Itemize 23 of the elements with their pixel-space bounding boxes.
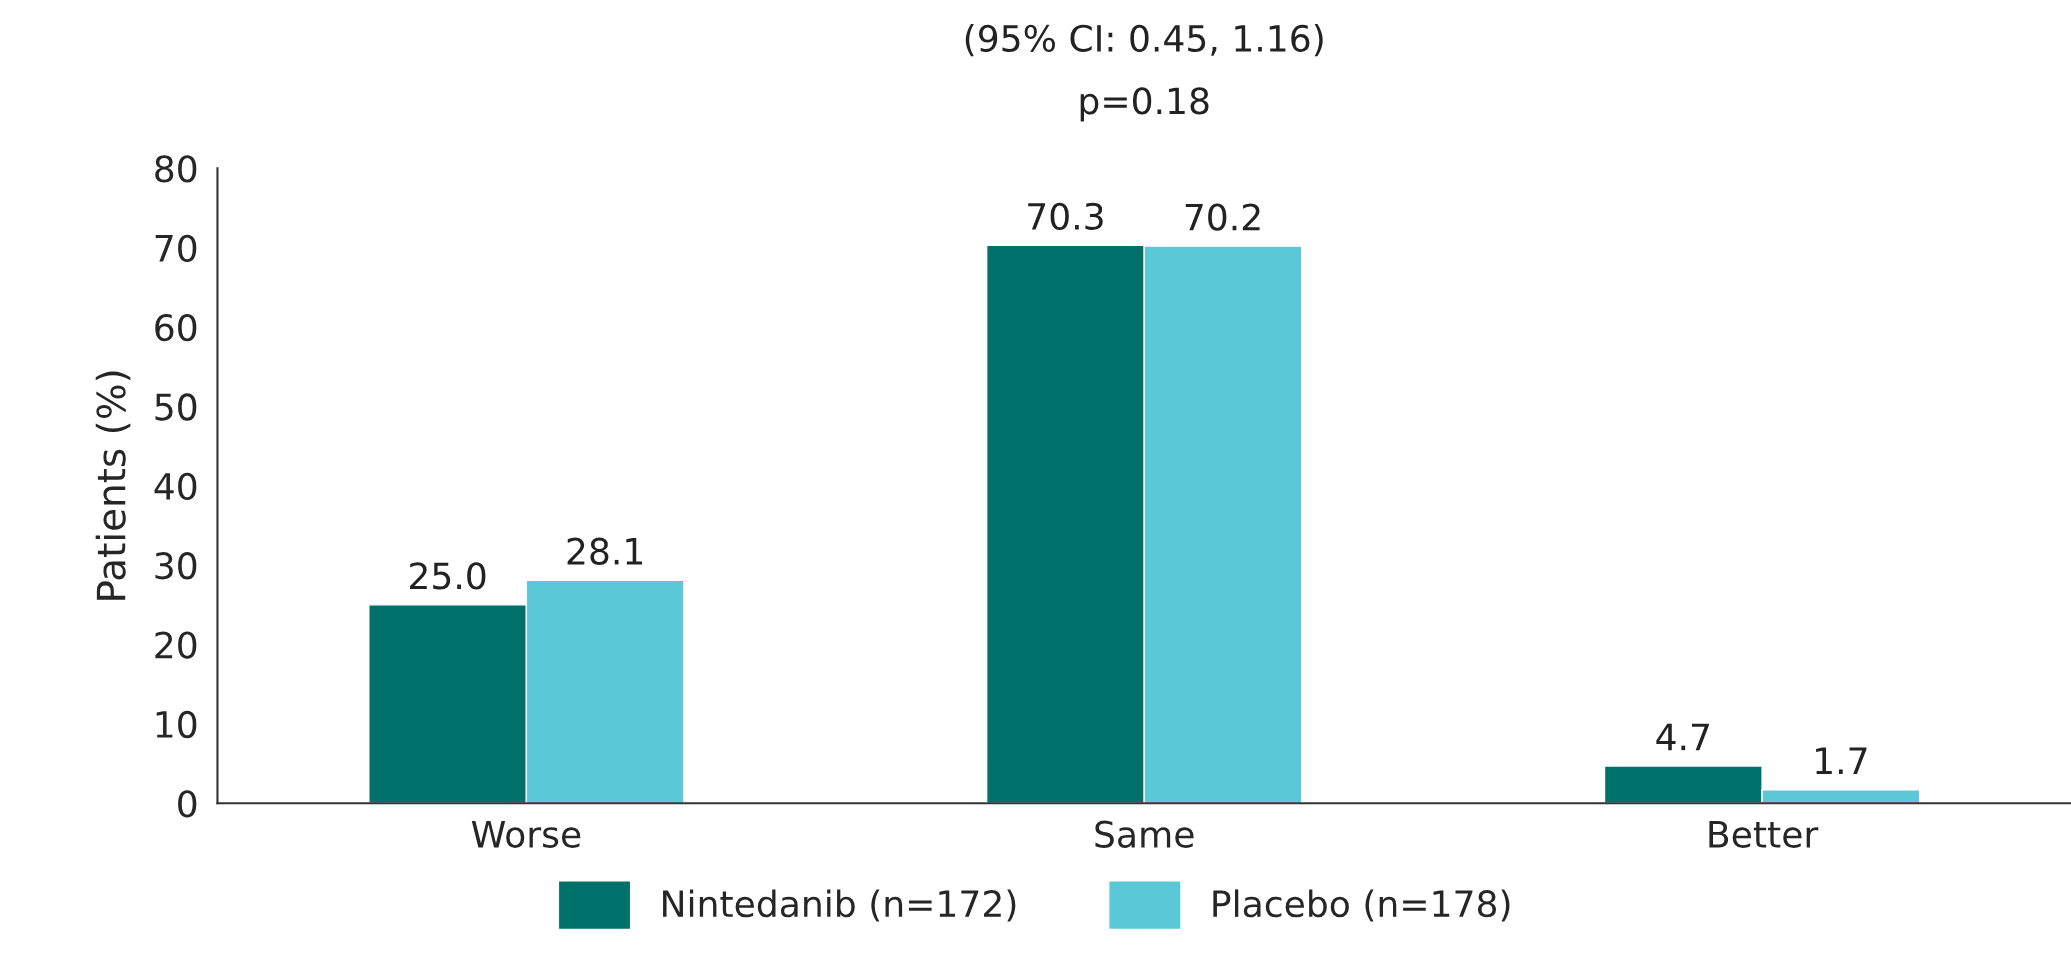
y-tick-label: 10 — [156, 710, 197, 739]
y-tick-label: 50 — [155, 393, 197, 421]
y-tick-label: 30 — [155, 552, 197, 580]
data-label: 25.0 — [410, 562, 486, 590]
x-tick-label: Worse — [471, 821, 581, 848]
data-label: 70.3 — [1028, 202, 1103, 230]
legend-label: Nintedanib (n=172) — [663, 889, 1016, 922]
y-tick-label: 0 — [178, 790, 197, 818]
text: (95% CI: 0.45, 1.16) — [965, 24, 1323, 57]
y-tick-label: 40 — [154, 472, 197, 501]
x-tick-label: Same — [1095, 820, 1194, 848]
legend-label: Placebo (n=178) — [1213, 889, 1510, 922]
data-label: 1.7 — [1816, 747, 1867, 774]
y-tick-label: 70 — [155, 234, 197, 262]
y-axis-title: Patients (%) — [95, 371, 131, 600]
data-label: 4.7 — [1656, 723, 1709, 751]
y-tick-label: 60 — [155, 314, 197, 342]
x-tick-label: Better — [1709, 821, 1819, 848]
data-label: 70.2 — [1185, 203, 1260, 231]
data-label: 28.1 — [567, 537, 643, 565]
y-tick-label: 20 — [155, 631, 197, 659]
text: p=0.18 — [1080, 87, 1209, 122]
y-tick-label: 80 — [155, 155, 197, 183]
